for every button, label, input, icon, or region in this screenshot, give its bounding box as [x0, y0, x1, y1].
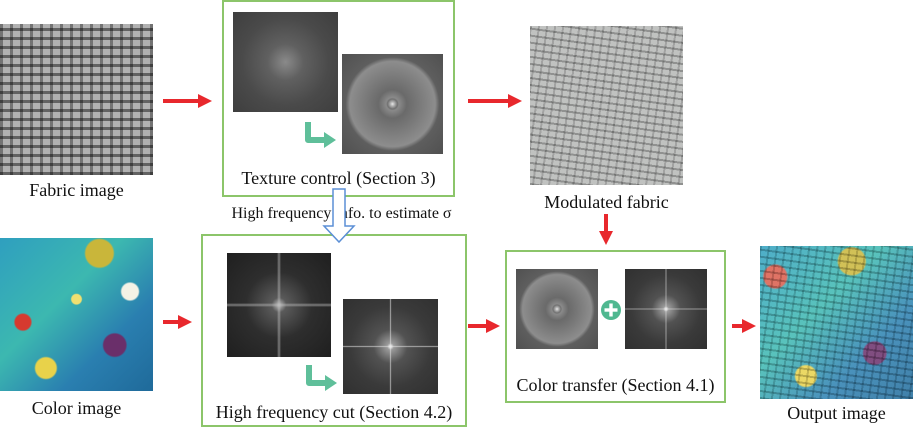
modulated-fabric-spectrum	[516, 269, 598, 349]
high-freq-cut-label: High frequency cut (Section 4.2)	[215, 402, 453, 422]
plus-icon	[601, 300, 621, 320]
output-image	[760, 246, 913, 399]
color-transfer-box: Color transfer (Section 4.1)	[505, 250, 726, 403]
color-transfer-label: Color transfer (Section 4.1)	[516, 375, 715, 395]
modulated-fabric-image	[530, 26, 683, 185]
arrow-cut-to-transfer	[468, 319, 500, 333]
texture-control-box: Texture control (Section 3)	[222, 0, 455, 197]
turn-arrow-icon	[306, 365, 337, 391]
color-spectrum	[227, 253, 331, 357]
arrow-color-to-cut	[163, 315, 192, 329]
fabric-image-label: Fabric image	[29, 180, 124, 200]
arrow-texture-to-modulated	[468, 94, 522, 108]
cut-spectrum	[343, 299, 438, 394]
arrow-modulated-to-transfer	[599, 214, 613, 245]
modulated-spectrum	[342, 54, 443, 154]
color-image-label: Color image	[31, 398, 122, 418]
filtered-color-spectrum	[625, 269, 707, 349]
fabric-image	[0, 24, 153, 175]
arrow-texture-to-cut	[322, 188, 356, 244]
texture-control-label: Texture control (Section 3)	[241, 168, 436, 188]
arrow-fabric-to-texture	[163, 94, 212, 108]
output-image-label: Output image	[787, 403, 886, 423]
modulated-fabric-label: Modulated fabric	[544, 192, 669, 212]
color-image	[0, 238, 153, 391]
arrow-transfer-to-output	[732, 319, 756, 333]
turn-arrow-icon	[305, 122, 336, 148]
fabric-spectrum	[233, 12, 338, 112]
